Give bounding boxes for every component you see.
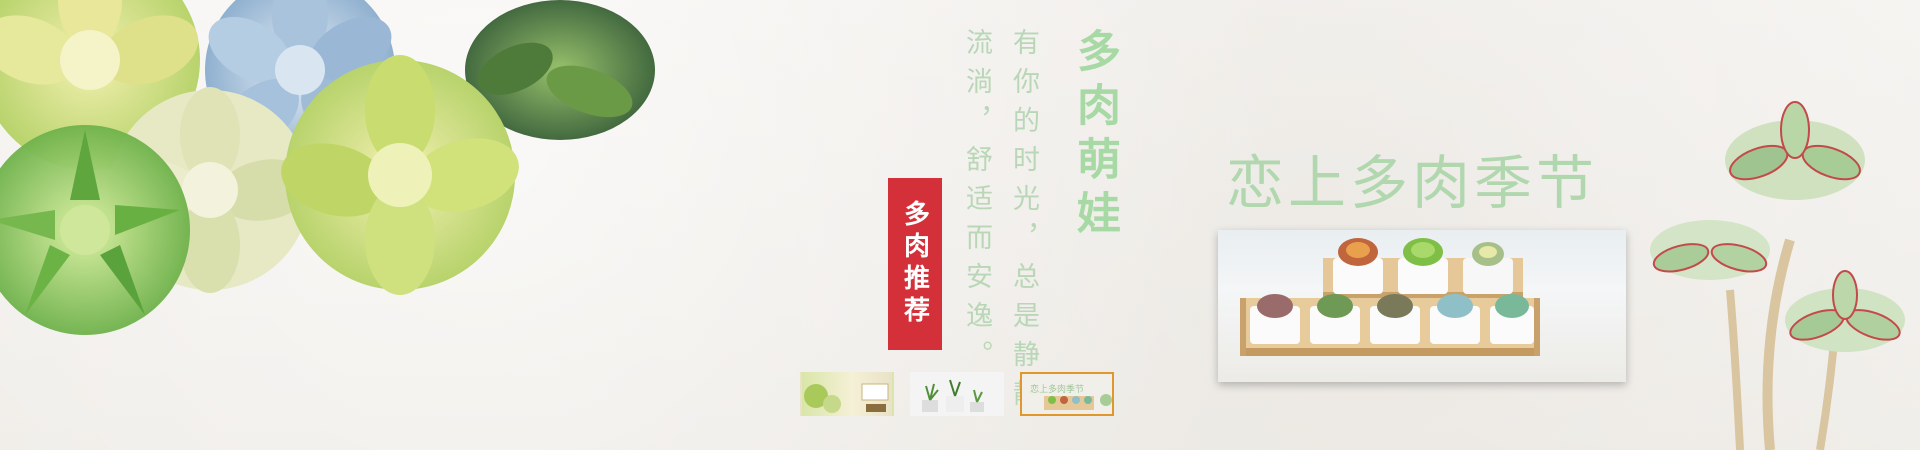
thumb-2-preview — [922, 379, 984, 412]
pot-row-bottom — [1250, 294, 1534, 344]
carousel-thumbnails: 恋上多肉季节 — [800, 372, 1114, 416]
carousel-thumb-1[interactable] — [800, 372, 894, 416]
vertical-title: 多肉萌娃 — [1069, 28, 1120, 244]
thumb-3-preview — [1044, 394, 1112, 410]
carousel-thumb-3[interactable]: 恋上多肉季节 — [1020, 372, 1114, 416]
poem-line-1: 流淌，舒适而安逸。 — [961, 28, 992, 379]
succulent-illustration-left — [0, 0, 655, 335]
headline: 恋上多肉季节 — [1226, 149, 1599, 217]
thumb-1-preview — [804, 383, 889, 413]
poem-line-2: 有你的时光，总是静静 — [1008, 28, 1039, 418]
carousel-thumb-2[interactable] — [910, 372, 1004, 416]
succulent-pots-image — [1240, 238, 1540, 356]
thumb-3-caption: 恋上多肉季节 — [1030, 385, 1085, 395]
succulent-illustration-right — [1650, 101, 1905, 450]
pot-row-top — [1333, 238, 1513, 294]
recommend-tag: 多肉推荐 — [888, 178, 942, 350]
product-photo — [1218, 230, 1626, 382]
recommend-tag-label: 多肉推荐 — [899, 200, 930, 328]
